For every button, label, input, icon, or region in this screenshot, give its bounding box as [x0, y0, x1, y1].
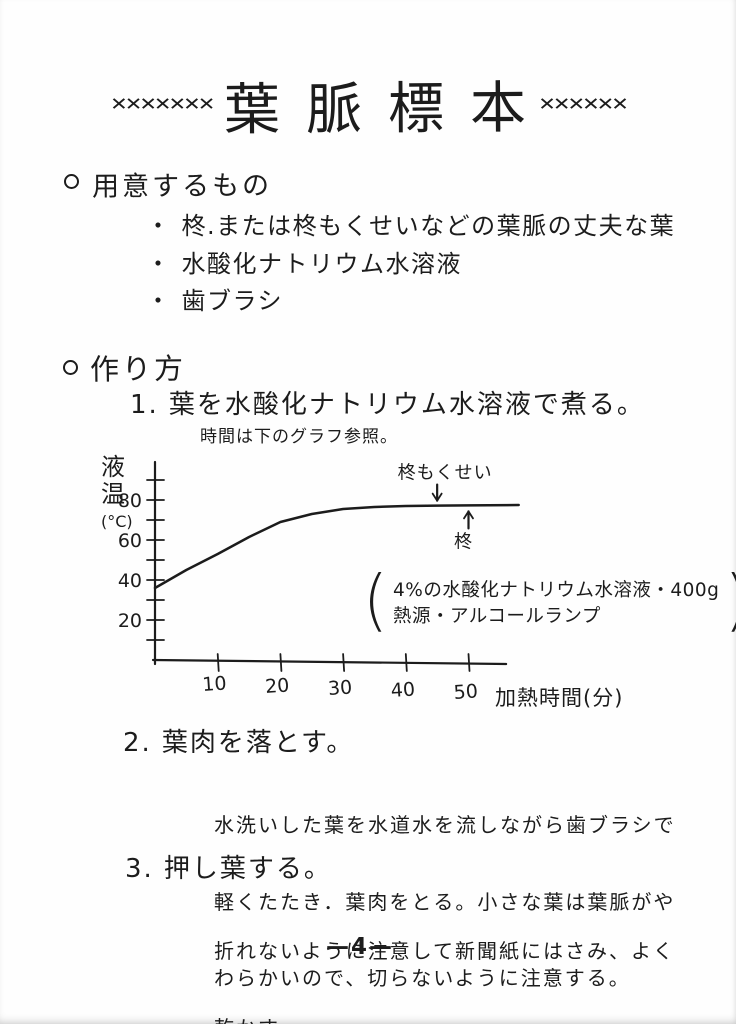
- x-tick-label: 40: [390, 678, 416, 702]
- y-tick-label: 20: [118, 610, 142, 632]
- page-number: —4—: [325, 934, 394, 960]
- step-3-body-line: 折れないように注意して新聞紙にはさみ、よく: [214, 939, 675, 963]
- y-axis-unit: (°C): [101, 512, 133, 531]
- x-tick: [216, 653, 220, 672]
- material-item-label: 歯ブラシ: [181, 287, 284, 315]
- step-3-title: 3. 押し葉する。: [125, 848, 332, 885]
- y-tick-label: 60: [118, 530, 142, 552]
- title-decoration-right-icon: ✕✕✕✕✕✕: [538, 93, 629, 115]
- x-tick: [279, 653, 283, 672]
- annotation-label: 柊: [454, 531, 473, 552]
- material-item: ・歯ブラシ: [146, 281, 283, 316]
- x-tick: [342, 653, 345, 672]
- y-axis-label-line: 温: [101, 480, 125, 508]
- x-tick-label: 10: [202, 672, 228, 696]
- step-2-body-line: わらかいので、切らないように注意する。: [214, 966, 631, 990]
- x-tick: [467, 653, 471, 672]
- instructions-bullet: [63, 360, 78, 379]
- materials-heading: 用意するもの: [91, 170, 273, 203]
- circle-bullet-icon: [64, 174, 79, 189]
- step-2-number: 2.: [123, 728, 152, 758]
- y-axis-label-line: 液: [101, 453, 125, 481]
- x-axis: [151, 658, 508, 666]
- x-tick-label: 30: [327, 676, 353, 700]
- arrow-up-head-icon: [463, 510, 474, 520]
- y-tick-label: 80: [118, 490, 142, 512]
- dot-bullet-icon: ・: [146, 287, 172, 315]
- step-1-note: 時間は下のグラフ参照。: [200, 427, 398, 447]
- step-2-body: 水洗いした葉を水道水を流しながら歯ブラシで 軽くたたき．葉肉をとる。小さな葉は葉…: [214, 762, 676, 1024]
- title-row: ✕✕✕✕✕✕✕ 葉脈標本 ✕✕✕✕✕✕: [0, 62, 736, 146]
- x-axis-label: 加熱時間(分): [495, 686, 624, 710]
- page-title: 葉脈標本: [224, 75, 553, 143]
- dot-bullet-icon: ・: [146, 212, 172, 240]
- dot-bullet-icon: ・: [146, 250, 172, 278]
- arrow-down-head-icon: [431, 492, 443, 502]
- chart-note: ( 4%の水酸化ナトリウム水溶液・400g 熱源・アルコールランプ ): [363, 562, 736, 640]
- step-1-label: 葉を水酸化ナトリウム水溶液で煮る。: [168, 390, 645, 420]
- temperature-curve: [153, 503, 520, 590]
- note-paren-close: ): [724, 562, 736, 640]
- step-2-body-line: 軽くたたき．葉肉をとる。小さな葉は葉脈がや: [214, 889, 676, 914]
- step-3-body: 折れないように注意して新聞紙にはさみ、よく 乾かす。: [214, 888, 675, 1024]
- y-axis-label: 液 温 (°C): [101, 454, 133, 535]
- heating-time-chart: 20 40 60 80 10 20 30 40 50 柊もくせい柊 液 温 (°C) 加熱時間(分…: [85, 448, 736, 724]
- step-1-number: 1.: [130, 390, 159, 420]
- note-paren-open: (: [363, 562, 388, 640]
- step-1-title: 1. 葉を水酸化ナトリウム水溶液で煮る。: [130, 384, 645, 421]
- annotation-label: 柊もくせい: [398, 463, 493, 484]
- circle-bullet-icon: [63, 360, 78, 375]
- step-2-label: 葉肉を落とす。: [161, 728, 355, 758]
- step-3-number: 3.: [125, 854, 154, 884]
- x-tick: [404, 653, 408, 672]
- step-3-label: 押し葉する。: [163, 854, 332, 884]
- x-tick-label: 50: [453, 680, 479, 704]
- material-item-label: 水酸化ナトリウム水溶液: [181, 250, 462, 278]
- step-2-body-line: 水洗いした葉を水道水を流しながら歯ブラシで: [214, 813, 676, 837]
- material-item: ・水酸化ナトリウム水溶液: [146, 244, 462, 279]
- step-3-body-line: 乾かす。: [214, 1016, 675, 1024]
- material-item: ・柊.または柊もくせいなどの葉脈の丈夫な葉: [146, 206, 675, 241]
- note-line: 熱源・アルコールランプ: [392, 606, 601, 627]
- note-line: 4%の水酸化ナトリウム水溶液・400g: [392, 580, 720, 601]
- materials-bullet: [64, 174, 79, 193]
- instructions-heading: 作り方: [89, 351, 187, 387]
- step-2-title: 2. 葉肉を落とす。: [123, 722, 354, 759]
- x-tick-label: 20: [264, 674, 290, 698]
- material-item-label: 柊.または柊もくせいなどの葉脈の丈夫な葉: [181, 212, 676, 240]
- y-tick-label: 40: [118, 570, 142, 592]
- title-decoration-left-icon: ✕✕✕✕✕✕✕: [110, 93, 215, 115]
